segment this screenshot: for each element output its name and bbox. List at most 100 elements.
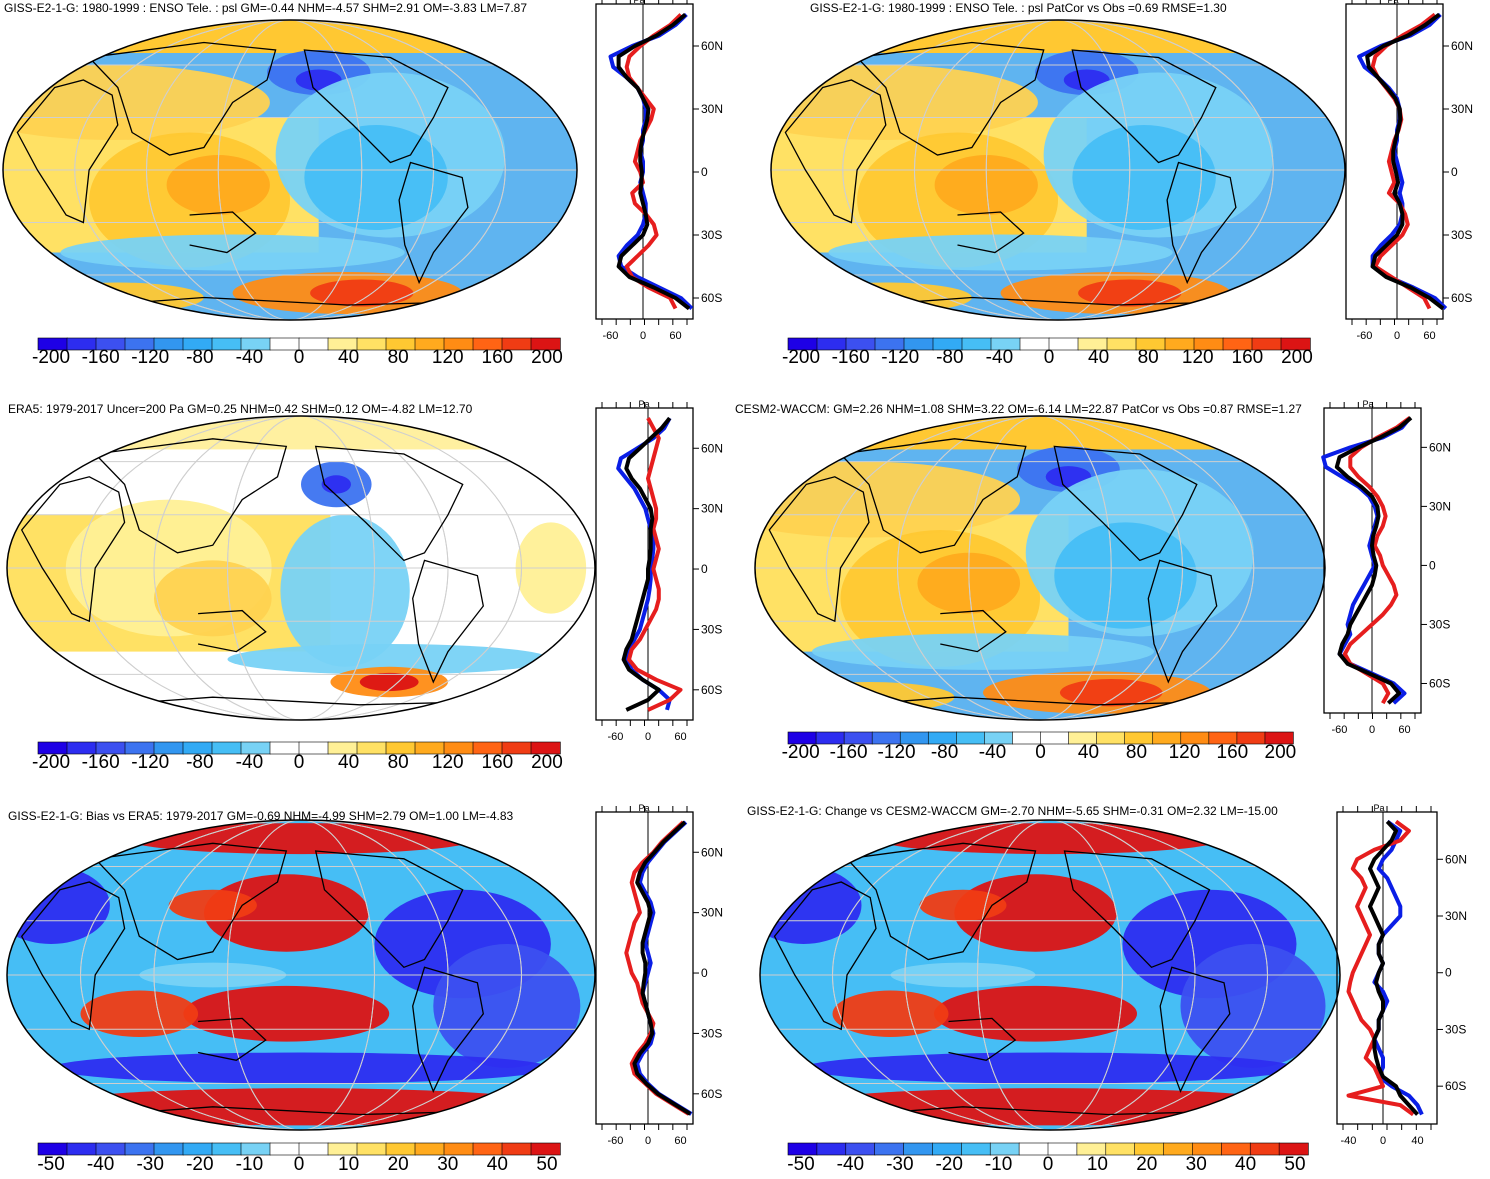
colorbar-tick-label: 30 xyxy=(437,1154,458,1175)
colorbar-tick-label: 200 xyxy=(1281,347,1313,368)
coastline xyxy=(93,842,288,961)
profile-series-red xyxy=(624,13,683,310)
field-blob xyxy=(304,125,448,230)
graticule-meridian xyxy=(146,20,434,320)
colorbar-tick-label: 40 xyxy=(338,347,359,368)
profile-x-tick-label: 60 xyxy=(674,1135,686,1147)
colorbar-segment xyxy=(356,1142,387,1156)
field-blob xyxy=(183,985,390,1042)
colorbar-tick-label: -80 xyxy=(186,752,213,773)
graticule-meridian xyxy=(74,20,506,320)
colorbar-tick-label: 10 xyxy=(1087,1154,1108,1175)
colorbar-tick-label: -40 xyxy=(236,347,263,368)
colorbar-tick-label: 40 xyxy=(338,752,359,773)
profile-y-tick-label: 60N xyxy=(701,441,723,455)
field-blob xyxy=(812,633,1154,670)
profile-y-tick-label: 60S xyxy=(701,683,722,697)
colorbar-tick-label: -50 xyxy=(37,1154,64,1175)
field-blob xyxy=(828,234,1173,271)
profile-units: Pa xyxy=(1373,803,1384,813)
profile-x-tick-label: 60 xyxy=(1398,724,1410,736)
graticule-meridian xyxy=(227,820,375,1130)
profile-y-tick-label: 60S xyxy=(1429,676,1450,690)
panel-title: CESM2-WACCM: GM=2.26 NHM=1.08 SHM=3.22 O… xyxy=(735,402,1302,416)
field-blob xyxy=(280,514,410,667)
colorbar-tick-label: -200 xyxy=(782,347,820,368)
colorbar-segment xyxy=(1264,731,1294,745)
graticule-meridian xyxy=(80,416,522,720)
profile-series-red xyxy=(1370,12,1437,310)
profile-y-tick-label: 0 xyxy=(701,165,708,179)
colorbar-segment xyxy=(530,1142,561,1156)
colorbar-tick-label: 0 xyxy=(1044,347,1055,368)
colorbar-tick-label: 80 xyxy=(388,347,409,368)
profile-series-blue xyxy=(1321,416,1412,705)
profile-y-tick-label: 30N xyxy=(701,502,723,516)
profile-series-black xyxy=(1334,416,1413,705)
field-polar-north xyxy=(7,416,595,450)
profile-series-blue xyxy=(616,417,672,711)
profile-x-tick-label: -60 xyxy=(608,1135,624,1147)
map-border xyxy=(2,19,578,321)
profile-x-tick-label: 60 xyxy=(669,330,681,342)
profile-series-red xyxy=(1342,416,1412,705)
profile-y-tick-label: 30S xyxy=(701,1026,722,1040)
profile-y-tick-label: 0 xyxy=(1451,165,1458,179)
colorbar-tick-label: -40 xyxy=(837,1154,864,1175)
colorbar-tick-label: -80 xyxy=(931,742,958,763)
field-blob xyxy=(168,889,257,921)
profile-y-tick-label: 30N xyxy=(1445,909,1467,923)
map-border xyxy=(6,415,596,721)
coastline xyxy=(412,559,484,684)
graticule-meridian xyxy=(897,416,1183,720)
colorbar-tick-label: 40 xyxy=(1235,1154,1256,1175)
colorbar-tick-label: 200 xyxy=(531,752,563,773)
profile-x-tick-label: -60 xyxy=(603,330,619,342)
colorbar-segment xyxy=(1106,337,1137,351)
field-blob xyxy=(760,866,862,944)
colorbar-tick-label: -80 xyxy=(936,347,963,368)
profile-y-tick-label: 0 xyxy=(701,562,708,576)
colorbar-tick-label: 120 xyxy=(432,752,464,773)
field-blob xyxy=(954,874,1117,952)
profile-series-red xyxy=(627,417,683,712)
profile-x-tick-label: 0 xyxy=(1380,1135,1386,1147)
colorbar-tick-label: 10 xyxy=(338,1154,359,1175)
field-polar-north xyxy=(755,416,1325,450)
colorbar-tick-label: -30 xyxy=(886,1154,913,1175)
coastline xyxy=(948,1017,1017,1061)
coastline xyxy=(1063,850,1211,969)
profile-x-tick-label: -40 xyxy=(1341,1135,1357,1147)
graticule-meridian xyxy=(842,20,1274,320)
coastline xyxy=(845,842,1037,961)
profile-x-tick-label: 0 xyxy=(645,731,651,743)
coastline xyxy=(1159,966,1231,1093)
profile-x-tick-label: -60 xyxy=(1332,724,1348,736)
colorbar-tick-label: -200 xyxy=(782,742,820,763)
colorbar-tick-label: 120 xyxy=(432,347,464,368)
field-blob xyxy=(1072,125,1216,230)
map-field xyxy=(7,416,595,720)
colorbar-tick-label: 50 xyxy=(536,1154,557,1175)
colorbar-tick-label: 0 xyxy=(294,347,305,368)
profile-y-tick-label: 0 xyxy=(1429,558,1436,572)
colorbar-tick-label: 0 xyxy=(294,752,305,773)
colorbar-tick-label: -20 xyxy=(186,1154,213,1175)
colorbar-tick-label: 80 xyxy=(1126,742,1147,763)
profile-y-tick-label: 30S xyxy=(1451,228,1472,242)
panel-1: GISS-E2-1-G: 1980-1999 : ENSO Tele. : ps… xyxy=(2,0,723,368)
colorbar-tick-label: -20 xyxy=(935,1154,962,1175)
colorbar-tick-label: 0 xyxy=(1035,742,1046,763)
colorbar-tick-label: -30 xyxy=(136,1154,163,1175)
panel-title: GISS-E2-1-G: 1980-1999 : ENSO Tele. : ps… xyxy=(810,1,1227,15)
colorbar-tick-label: -200 xyxy=(32,347,70,368)
coastline xyxy=(768,476,870,623)
colorbar-segment xyxy=(1096,731,1126,745)
profile-y-tick-label: 60N xyxy=(1445,852,1467,866)
colorbar-tick-label: 40 xyxy=(487,1154,508,1175)
field-blob xyxy=(1054,522,1197,629)
field-blob xyxy=(789,1088,1311,1126)
graticule-meridian xyxy=(914,20,1202,320)
profile-y-tick-label: 30N xyxy=(701,906,723,920)
field-blob xyxy=(227,644,551,675)
